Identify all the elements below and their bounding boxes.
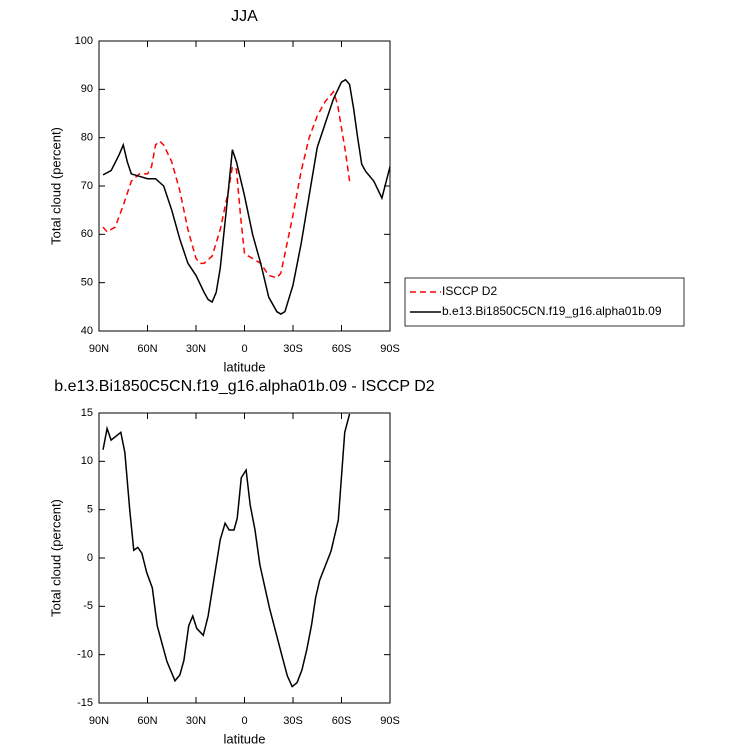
y-tick-label: 0 bbox=[87, 552, 93, 564]
x-tick-label: 90N bbox=[89, 715, 109, 727]
chart-title: JJA bbox=[231, 8, 258, 25]
y-tick-label: -5 bbox=[83, 600, 93, 612]
legend-label: ISCCP D2 bbox=[442, 284, 497, 298]
legend-label: b.e13.Bi1850C5CN.f19_g16.alpha01b.09 bbox=[442, 304, 662, 318]
y-tick-label: 60 bbox=[81, 228, 93, 240]
y-tick-label: -10 bbox=[77, 649, 93, 661]
plot-frame bbox=[98, 40, 391, 332]
chart-title: b.e13.Bi1850C5CN.f19_g16.alpha01b.09 - I… bbox=[54, 378, 435, 395]
x-tick-label: 60N bbox=[137, 343, 157, 355]
series-line bbox=[102, 413, 351, 688]
y-axis-label: Total cloud (percent) bbox=[48, 499, 63, 617]
y-tick-label: 40 bbox=[81, 325, 93, 337]
x-tick-label: 30S bbox=[283, 715, 303, 727]
x-tick-label: 60S bbox=[332, 715, 352, 727]
x-tick-label: 0 bbox=[241, 343, 247, 355]
x-axis-label: latitude bbox=[224, 359, 266, 374]
series-line bbox=[102, 90, 351, 279]
x-tick-label: 30S bbox=[283, 343, 303, 355]
x-tick-label: 30N bbox=[186, 343, 206, 355]
x-tick-label: 30N bbox=[186, 715, 206, 727]
x-axis-label: latitude bbox=[224, 731, 266, 746]
x-tick-label: 90N bbox=[89, 343, 109, 355]
series-line bbox=[102, 78, 391, 315]
y-tick-label: 90 bbox=[81, 83, 93, 95]
y-tick-label: 15 bbox=[81, 407, 93, 419]
x-tick-label: 0 bbox=[241, 715, 247, 727]
y-tick-label: 5 bbox=[87, 504, 93, 516]
y-tick-label: 100 bbox=[75, 35, 93, 47]
x-tick-label: 60N bbox=[137, 715, 157, 727]
y-axis-label: Total cloud (percent) bbox=[48, 127, 63, 245]
x-tick-label: 90S bbox=[380, 343, 400, 355]
x-tick-label: 90S bbox=[380, 715, 400, 727]
legend-box bbox=[404, 277, 685, 327]
y-tick-label: 10 bbox=[81, 455, 93, 467]
y-tick-label: 50 bbox=[81, 277, 93, 289]
x-tick-label: 60S bbox=[332, 343, 352, 355]
y-tick-label: -15 bbox=[77, 697, 93, 709]
y-tick-label: 80 bbox=[81, 132, 93, 144]
y-tick-label: 70 bbox=[81, 180, 93, 192]
